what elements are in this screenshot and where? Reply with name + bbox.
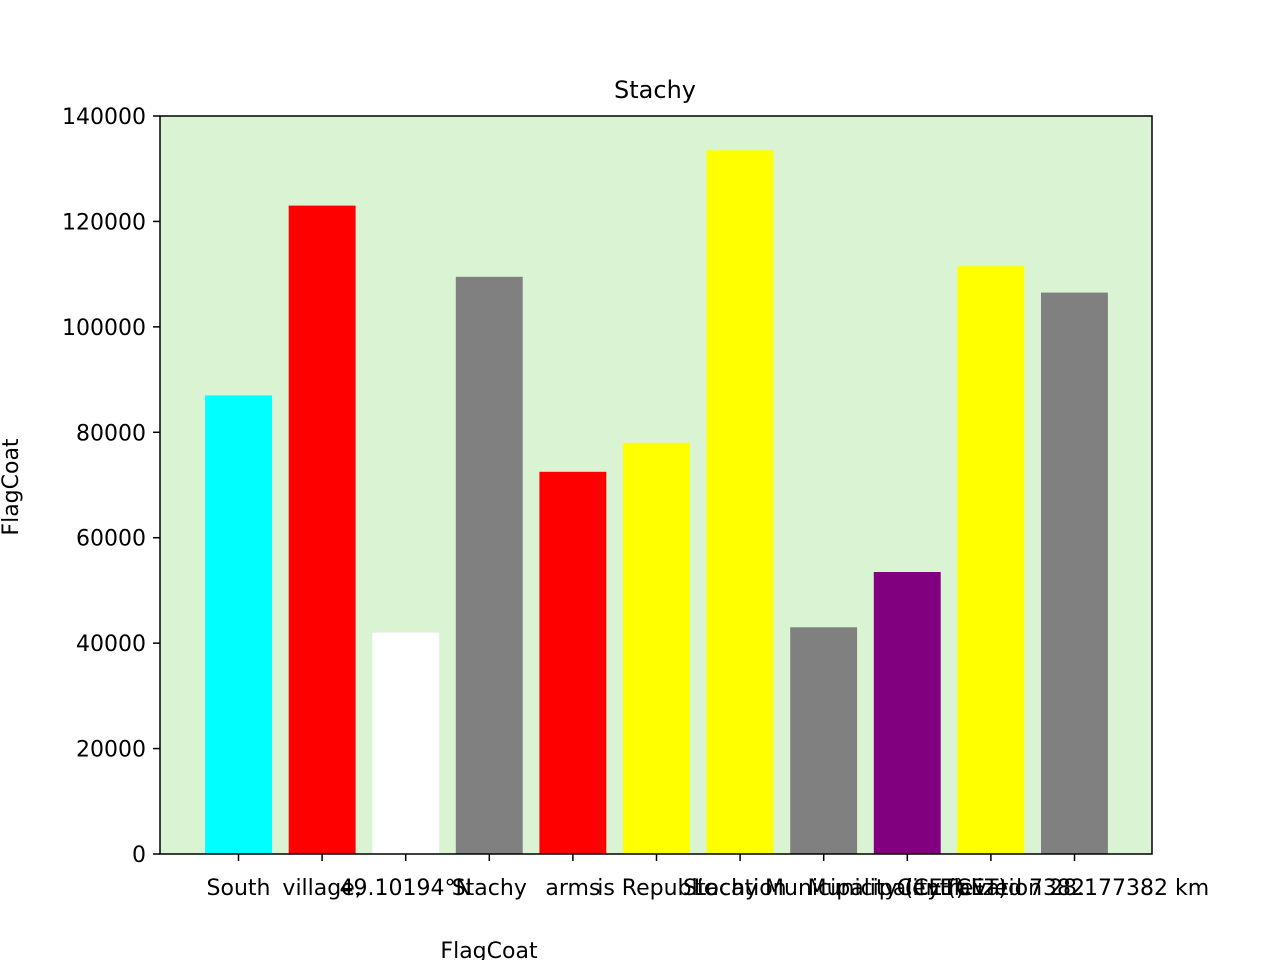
y-tick-label: 60000 xyxy=(76,527,146,552)
x-tick-label: South xyxy=(207,876,271,901)
x-tick-label: Stachy Municipality (CET) xyxy=(683,876,965,901)
plot-frame xyxy=(159,115,1153,855)
y-tick-label: 100000 xyxy=(62,316,146,341)
x-axis-label: FlagCoat xyxy=(440,939,538,960)
bar-9 xyxy=(873,572,941,854)
y-tick-label: 120000 xyxy=(62,210,146,235)
y-axis: 0 20000 40000 60000 80000 100000 120000 140000 xyxy=(62,105,160,868)
bar-2 xyxy=(288,205,356,855)
bar-6 xyxy=(623,442,690,854)
bars-group xyxy=(205,150,1108,855)
y-axis-label: FlagCoat xyxy=(0,438,24,536)
x-tick-label: village, xyxy=(282,876,361,901)
bar-1 xyxy=(205,395,272,854)
x-tick-label: Centralized 7382 xyxy=(897,876,1085,901)
y-tick-label: 40000 xyxy=(76,632,146,657)
x-tick-label: Elevation 28.177382 km xyxy=(940,876,1209,901)
x-tick-label: Stachy xyxy=(452,876,527,901)
bar-7 xyxy=(706,150,774,855)
chart-title: Stachy xyxy=(614,76,696,104)
y-tick-label: 20000 xyxy=(76,738,146,763)
y-tick-label: 0 xyxy=(132,843,146,868)
x-tick-label: 49.10194°N xyxy=(339,876,471,901)
y-tick-label: 80000 xyxy=(76,421,146,446)
x-tick-label: is Republic xyxy=(597,876,716,901)
x-tick-label: Municipality (CET) xyxy=(808,876,1007,901)
bar-3 xyxy=(372,632,440,854)
bar-8 xyxy=(790,627,858,854)
bar-10 xyxy=(957,266,1025,854)
x-tick-label: Location xyxy=(694,876,787,901)
bar-5 xyxy=(539,471,607,854)
y-tick-label: 140000 xyxy=(62,105,146,130)
bar-11 xyxy=(1041,292,1108,855)
x-tick-label: arms xyxy=(545,876,600,901)
bar-4 xyxy=(455,276,523,854)
